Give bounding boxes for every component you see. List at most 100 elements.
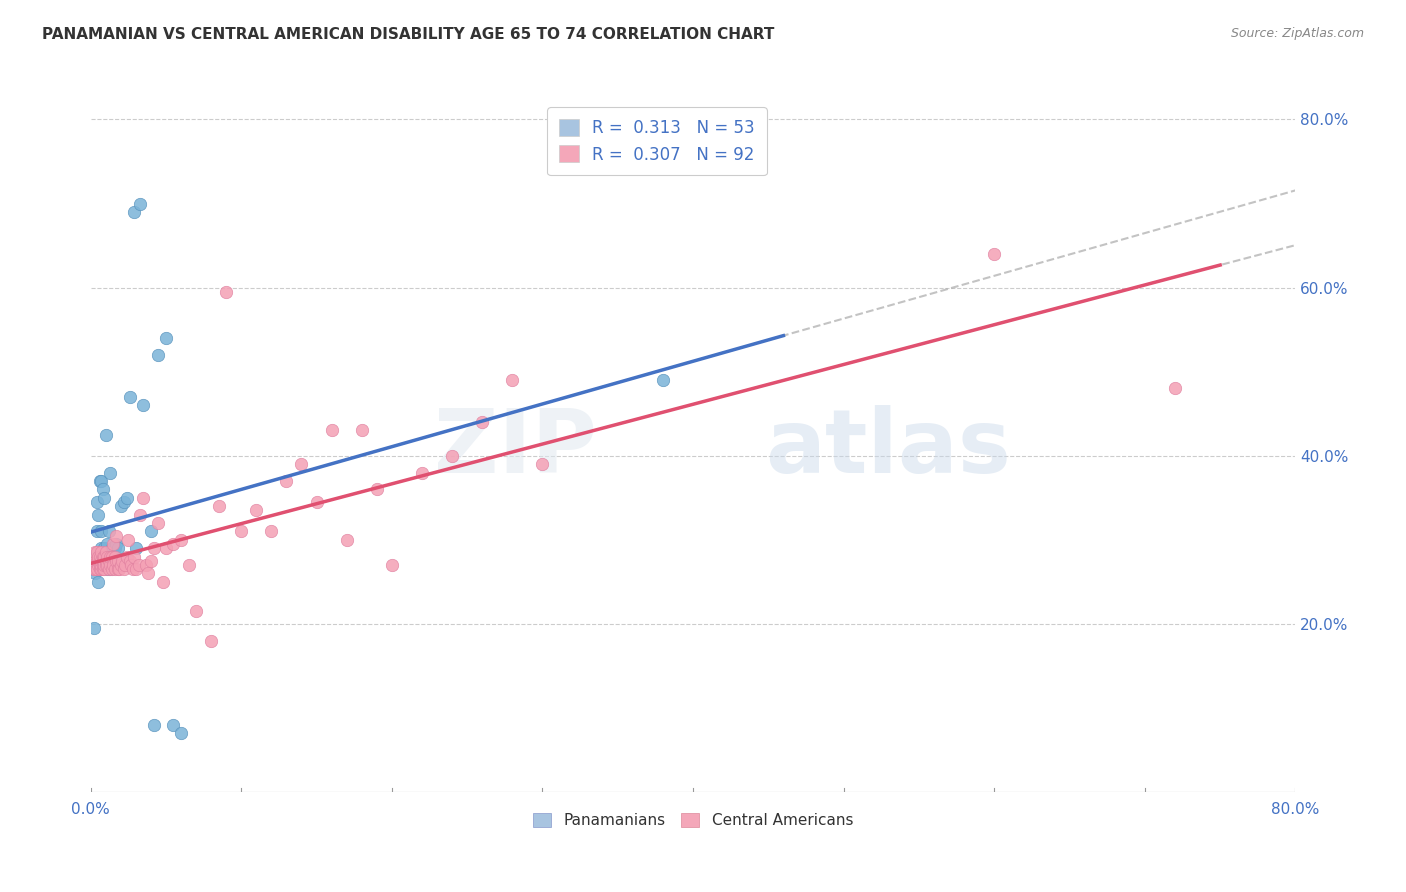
Point xyxy=(83,621,105,635)
Point xyxy=(411,466,433,480)
Point xyxy=(93,541,115,556)
Point xyxy=(139,524,162,539)
Point xyxy=(118,554,141,568)
Point xyxy=(117,533,139,547)
Point xyxy=(93,558,115,572)
Point xyxy=(129,196,152,211)
Point xyxy=(107,554,129,568)
Point xyxy=(91,558,114,572)
Point xyxy=(91,554,114,568)
Point xyxy=(108,562,131,576)
Point xyxy=(290,457,312,471)
Point xyxy=(84,554,107,568)
Point xyxy=(103,537,125,551)
Point xyxy=(215,285,238,299)
Point xyxy=(96,537,118,551)
Point xyxy=(90,474,112,488)
Point xyxy=(207,499,229,513)
Point xyxy=(93,562,115,576)
Point xyxy=(118,390,141,404)
Point xyxy=(105,537,128,551)
Point xyxy=(97,524,120,539)
Point xyxy=(84,562,107,576)
Point xyxy=(87,545,110,559)
Point xyxy=(94,545,117,559)
Point xyxy=(97,558,120,572)
Point xyxy=(86,554,108,568)
Point xyxy=(89,549,111,564)
Point xyxy=(98,466,121,480)
Point xyxy=(93,491,115,505)
Point xyxy=(97,562,120,576)
Point xyxy=(245,503,267,517)
Point xyxy=(121,562,143,576)
Point xyxy=(114,558,136,572)
Point xyxy=(86,558,108,572)
Point xyxy=(441,449,464,463)
Point xyxy=(1164,382,1187,396)
Point xyxy=(366,483,388,497)
Point xyxy=(93,549,115,564)
Text: Source: ZipAtlas.com: Source: ZipAtlas.com xyxy=(1230,27,1364,40)
Point xyxy=(112,495,135,509)
Point xyxy=(125,562,148,576)
Point xyxy=(112,562,135,576)
Point xyxy=(98,558,121,572)
Point xyxy=(115,549,138,564)
Point xyxy=(111,554,134,568)
Legend: Panamanians, Central Americans: Panamanians, Central Americans xyxy=(527,807,859,834)
Point xyxy=(142,541,165,556)
Point xyxy=(87,508,110,522)
Point xyxy=(135,558,157,572)
Point xyxy=(89,562,111,576)
Point xyxy=(96,558,118,572)
Point xyxy=(336,533,359,547)
Point xyxy=(100,562,122,576)
Point xyxy=(86,545,108,559)
Point xyxy=(162,537,184,551)
Point xyxy=(97,554,120,568)
Point xyxy=(82,558,104,572)
Point xyxy=(350,424,373,438)
Point xyxy=(107,562,129,576)
Point xyxy=(132,491,155,505)
Point xyxy=(177,558,200,572)
Point xyxy=(155,331,177,345)
Point xyxy=(471,415,494,429)
Point xyxy=(162,717,184,731)
Point xyxy=(105,554,128,568)
Point xyxy=(91,483,114,497)
Point xyxy=(142,717,165,731)
Point xyxy=(231,524,253,539)
Point xyxy=(129,508,152,522)
Point xyxy=(89,474,111,488)
Point xyxy=(124,549,146,564)
Point xyxy=(90,558,112,572)
Point xyxy=(87,549,110,564)
Point xyxy=(148,348,170,362)
Point xyxy=(148,516,170,530)
Point xyxy=(86,562,108,576)
Point xyxy=(651,373,673,387)
Point xyxy=(105,528,128,542)
Point xyxy=(94,427,117,442)
Text: ZIP: ZIP xyxy=(434,406,596,492)
Point xyxy=(96,562,118,576)
Point xyxy=(84,566,107,581)
Point xyxy=(100,549,122,564)
Point xyxy=(531,457,554,471)
Point xyxy=(90,549,112,564)
Point xyxy=(107,541,129,556)
Point xyxy=(90,524,112,539)
Text: PANAMANIAN VS CENTRAL AMERICAN DISABILITY AGE 65 TO 74 CORRELATION CHART: PANAMANIAN VS CENTRAL AMERICAN DISABILIT… xyxy=(42,27,775,42)
Point xyxy=(90,558,112,572)
Point xyxy=(83,562,105,576)
Point xyxy=(87,558,110,572)
Point xyxy=(170,533,193,547)
Point xyxy=(89,558,111,572)
Point xyxy=(86,495,108,509)
Point xyxy=(87,558,110,572)
Point xyxy=(110,558,132,572)
Point xyxy=(110,499,132,513)
Point xyxy=(120,558,142,572)
